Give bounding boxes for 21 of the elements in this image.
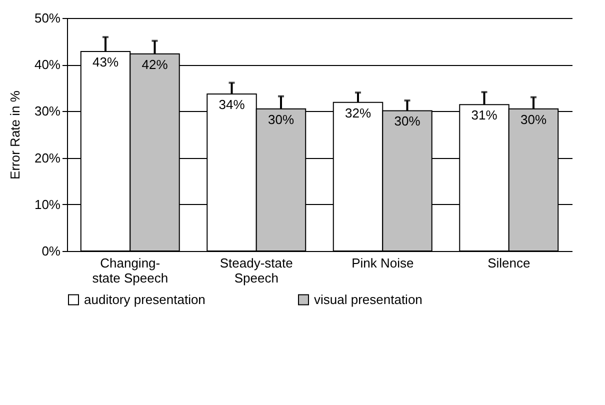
data-label: 42%: [142, 56, 168, 72]
data-label: 30%: [268, 112, 294, 127]
data-label: 30%: [520, 112, 547, 127]
y-tick-label: 20%: [34, 150, 61, 166]
data-label: 43%: [92, 54, 119, 70]
legend-label: visual presentation: [314, 292, 422, 307]
x-tick-label: Silence: [488, 256, 530, 270]
data-label: 30%: [394, 114, 421, 129]
y-tick-label: 10%: [34, 196, 61, 212]
data-label: 32%: [344, 105, 372, 120]
y-axis-title: Error Rate in %: [7, 90, 22, 180]
y-tick-label: 40%: [34, 57, 61, 72]
x-tick-label: Changing-state Speech: [92, 256, 168, 286]
data-label: 34%: [218, 96, 246, 112]
y-tick-label: 0%: [42, 244, 61, 258]
x-tick-label: Pink Noise: [352, 256, 414, 270]
y-tick-label: 50%: [34, 10, 61, 26]
x-tick-label: Steady-state Speech: [220, 256, 293, 286]
y-tick-label: 30%: [34, 104, 61, 119]
legend-label: auditory presentation: [84, 292, 206, 307]
data-label: 31%: [471, 108, 498, 123]
